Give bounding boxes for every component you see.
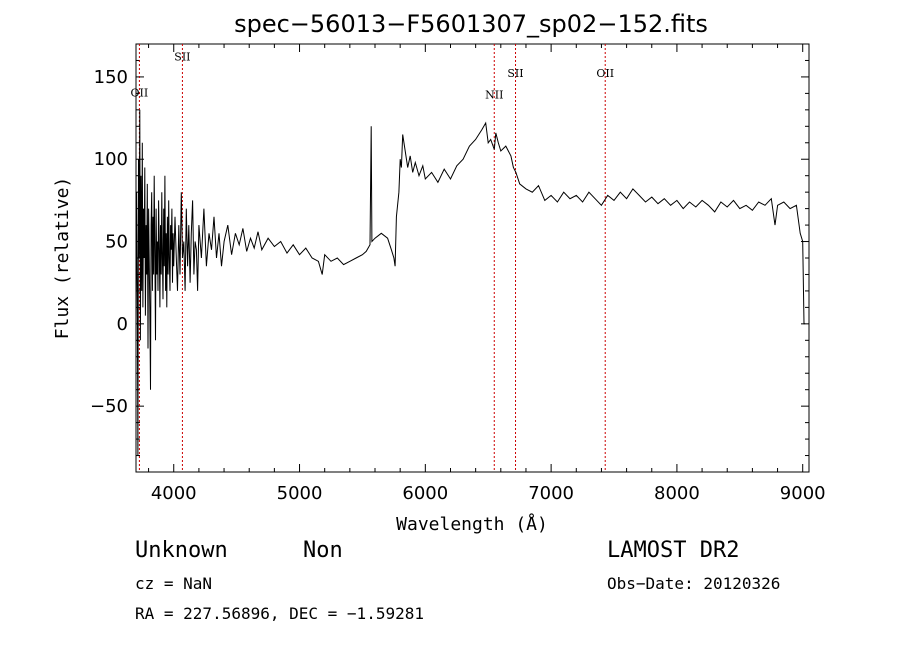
y-tick-label-1: 0	[117, 314, 128, 335]
class-label: Unknown	[135, 538, 228, 563]
x-axis-label: Wavelength (Å)	[396, 513, 548, 535]
y-tick-label-3: 100	[94, 149, 128, 170]
obs-date: Obs−Date: 20120326	[607, 574, 781, 593]
survey-label: LAMOST DR2	[607, 538, 740, 563]
plot-frame	[135, 43, 810, 473]
cz-value: cz = NaN	[135, 574, 213, 593]
spectral-line-label-0: OII	[131, 87, 149, 100]
x-tick-label-1: 5000	[277, 483, 323, 504]
y-axis-label: Flux (relative)	[52, 177, 73, 340]
coordinates: RA = 227.56896, DEC = −1.59281	[135, 604, 424, 623]
ticks-layer: 4000 5000 6000 7000 8000 9000 −50 0 50 100 150	[90, 44, 826, 504]
x-tick-label-5: 9000	[780, 483, 826, 504]
x-tick-label-0: 4000	[151, 483, 197, 504]
chart-title: spec−56013−F5601307_sp02−152.fits	[234, 10, 708, 38]
y-tick-label-2: 50	[105, 232, 128, 253]
spectral-line-label-3: SII	[507, 67, 523, 80]
spectral-line-markers: OII SII NII SII OII	[131, 44, 614, 472]
spectral-line-label-2: NII	[485, 88, 503, 101]
subclass-label: Non	[303, 538, 343, 563]
spectral-line-label-4: OII	[596, 67, 614, 80]
y-tick-label-4: 150	[94, 67, 128, 88]
x-tick-label-3: 7000	[528, 483, 574, 504]
spectrum-line	[135, 109, 806, 456]
y-tick-label-0: −50	[90, 396, 128, 417]
x-tick-label-4: 8000	[654, 483, 700, 504]
x-tick-label-2: 6000	[402, 483, 448, 504]
spectral-line-label-1: SII	[174, 50, 190, 63]
